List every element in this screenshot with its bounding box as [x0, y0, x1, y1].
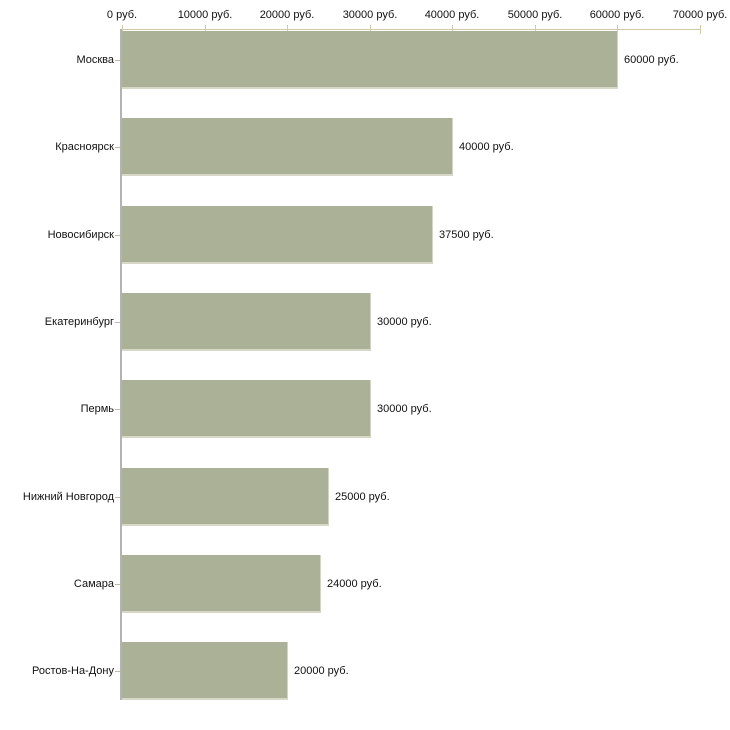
value-label: 40000 руб.	[459, 141, 514, 153]
y-axis-line	[120, 29, 122, 701]
category-label: Красноярск	[55, 141, 114, 153]
bar-2	[122, 118, 453, 176]
x-axis-tick-label: 30000 руб.	[342, 9, 398, 21]
category-label: Ростов-На-Дону	[31, 665, 114, 677]
category-label: Самара	[73, 578, 114, 590]
value-label: 30000 руб.	[377, 316, 432, 328]
x-axis-tick-label: 10000 руб.	[177, 9, 233, 21]
category-axis-tick	[115, 235, 121, 236]
x-axis-tick	[700, 25, 701, 34]
category-axis-tick	[115, 322, 121, 323]
category-label: Екатеринбург	[44, 316, 114, 328]
x-axis-tick-label: 20000 руб.	[259, 9, 315, 21]
value-label: 60000 руб.	[624, 54, 679, 66]
category-axis-tick	[115, 671, 121, 672]
category-axis-tick	[115, 60, 121, 61]
x-axis-tick-label: 50000 руб.	[507, 9, 563, 21]
x-axis-line	[122, 29, 701, 30]
x-axis-tick-label: 60000 руб.	[589, 9, 645, 21]
bar-1	[122, 31, 618, 89]
value-label: 37500 руб.	[439, 229, 494, 241]
x-axis-tick	[617, 25, 618, 34]
category-label: Москва	[76, 54, 114, 66]
value-label: 20000 руб.	[294, 665, 349, 677]
bar-4	[122, 293, 371, 351]
category-axis-tick	[115, 584, 121, 585]
value-label: 25000 руб.	[335, 491, 390, 503]
category-label: Пермь	[80, 403, 114, 415]
category-axis-tick	[115, 147, 121, 148]
bar-8	[122, 642, 288, 700]
bar-5	[122, 380, 371, 438]
category-label: Нижний Новгород	[22, 491, 114, 503]
x-axis-tick	[535, 25, 536, 34]
x-axis-tick	[205, 25, 206, 34]
bar-3	[122, 206, 433, 264]
bar-6	[122, 468, 329, 526]
x-axis-tick-label: 0 руб.	[106, 9, 138, 21]
x-axis-tick-label: 70000 руб.	[672, 9, 728, 21]
bar-7	[122, 555, 321, 613]
x-axis-tick	[287, 25, 288, 34]
category-label: Новосибирск	[47, 229, 114, 241]
x-axis-tick	[370, 25, 371, 34]
category-axis-tick	[115, 409, 121, 410]
value-label: 24000 руб.	[327, 578, 382, 590]
x-axis-tick	[452, 25, 453, 34]
category-axis-tick	[115, 497, 121, 498]
value-label: 30000 руб.	[377, 403, 432, 415]
x-axis-tick-label: 40000 руб.	[424, 9, 480, 21]
x-axis-tick	[122, 25, 123, 34]
